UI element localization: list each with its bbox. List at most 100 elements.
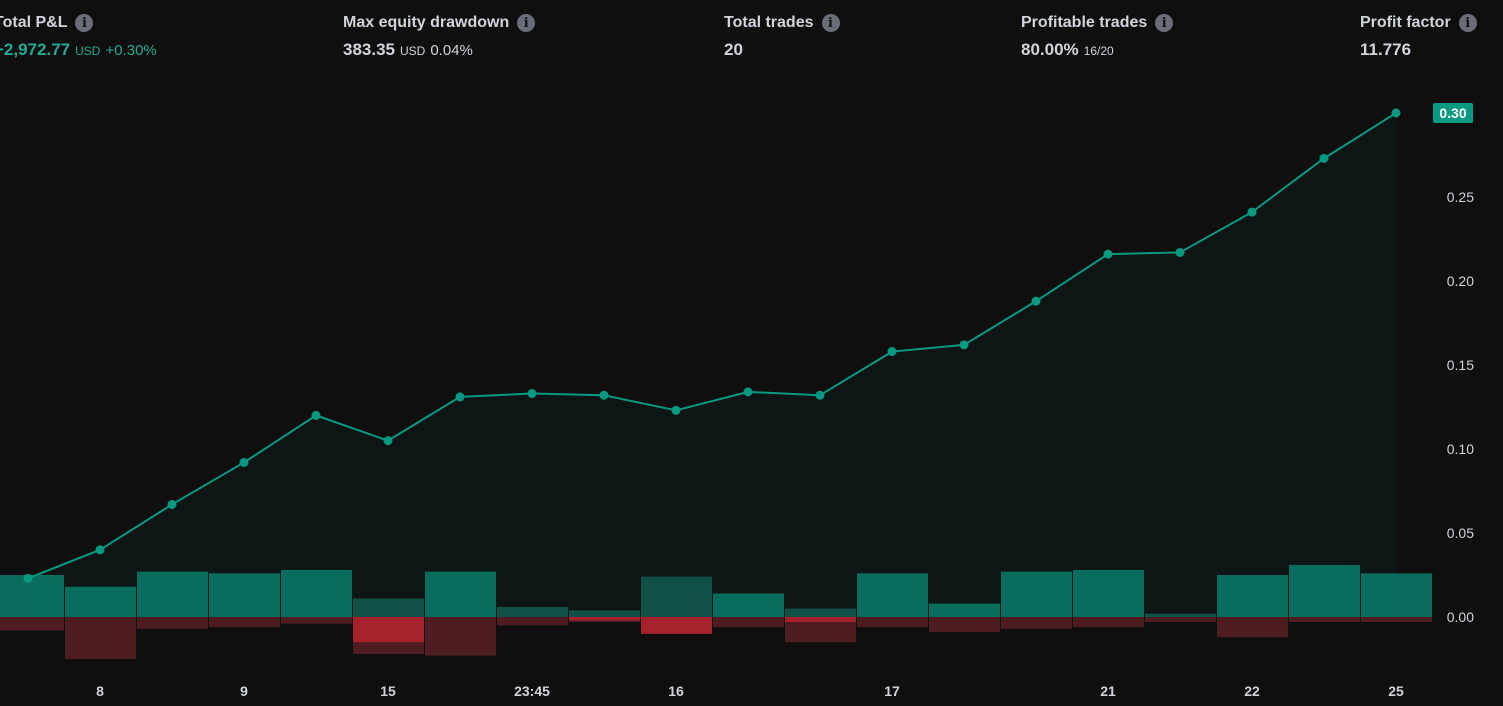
- equity-point: [527, 389, 537, 399]
- stat-profitable-trades-value: 80.00%: [1021, 40, 1079, 59]
- stat-profitable-trades-label: Profitable trades: [1021, 14, 1148, 31]
- trade-bar-profit: [1217, 575, 1288, 617]
- trade-bar-loss: [137, 617, 208, 629]
- equity-points: [23, 108, 1401, 583]
- trade-bar-profit: [569, 610, 640, 617]
- stat-total-pl-unit: USD: [75, 44, 101, 58]
- stat-profitable-trades-ratio: 16/20: [1083, 44, 1114, 58]
- trade-bar-profit: [1001, 571, 1072, 617]
- stat-profit-factor-value: 11.776: [1360, 40, 1412, 59]
- trade-bar-profit: [713, 593, 784, 617]
- y-tick-label: 0.10: [1447, 441, 1474, 457]
- trade-bar-profit: [785, 608, 856, 617]
- trade-bar-profit: [65, 586, 136, 617]
- y-tick-label: 0.00: [1447, 609, 1474, 625]
- x-tick-label: 9: [240, 683, 248, 699]
- stat-max-drawdown-unit: USD: [400, 44, 426, 58]
- trade-bar-profit: [137, 571, 208, 617]
- x-tick-label: 25: [1388, 683, 1404, 699]
- equity-point: [167, 499, 177, 509]
- trade-bar-loss-highlight: [569, 617, 640, 621]
- stat-total-trades-label: Total trades: [724, 14, 814, 31]
- info-icon[interactable]: i: [1458, 14, 1477, 32]
- stat-max-drawdown-label: Max equity drawdown: [343, 14, 510, 31]
- equity-point: [1247, 207, 1257, 217]
- equity-point: [671, 405, 681, 415]
- y-tick-label: 0.25: [1447, 189, 1474, 205]
- trade-bar-loss: [857, 617, 928, 628]
- equity-point: [1319, 153, 1329, 163]
- stat-profit-factor: Profit factor i 11.776: [1360, 14, 1477, 60]
- trade-bar-profit: [857, 573, 928, 617]
- trade-bar-profit: [209, 573, 280, 617]
- x-tick-label: 16: [668, 683, 684, 699]
- equity-line: [27, 112, 1397, 580]
- info-icon[interactable]: i: [75, 14, 94, 32]
- x-tick-label: 23:45: [514, 683, 550, 699]
- info-icon[interactable]: i: [1155, 14, 1174, 32]
- last-value-label: 0.30: [1439, 105, 1466, 121]
- equity-point: [887, 347, 897, 357]
- trade-bar-profit: [1145, 613, 1216, 617]
- stat-max-drawdown-value: 383.35: [343, 40, 395, 59]
- trade-bar-loss: [1073, 617, 1144, 628]
- equity-area: [28, 113, 1396, 617]
- trade-bar-loss: [281, 617, 352, 624]
- equity-point: [599, 390, 609, 400]
- info-icon[interactable]: i: [821, 14, 840, 32]
- stat-total-pl-value: +2,972.77: [0, 40, 71, 59]
- equity-point: [455, 392, 465, 402]
- trade-bar-loss: [209, 617, 280, 628]
- equity-point: [815, 390, 825, 400]
- stat-max-drawdown: Max equity drawdown i 383.35 USD 0.04%: [343, 14, 536, 60]
- trade-bar-profit: [1073, 569, 1144, 617]
- trade-bar-loss: [713, 617, 784, 628]
- last-value-tag-bg: [1433, 103, 1473, 123]
- trade-bar-loss-highlight: [785, 617, 856, 623]
- trade-bar-loss: [1145, 617, 1216, 623]
- trade-bar-loss: [929, 617, 1000, 633]
- trade-bar-profit: [281, 569, 352, 617]
- x-tick-label: 8: [96, 683, 104, 699]
- trade-bar-loss: [1217, 617, 1288, 638]
- equity-point: [1103, 249, 1113, 259]
- y-tick-label: 0.05: [1447, 525, 1474, 541]
- trade-bar-loss: [425, 617, 496, 656]
- trade-bar-loss-highlight: [641, 617, 712, 634]
- trade-bar-loss: [1361, 617, 1432, 623]
- info-icon[interactable]: i: [517, 14, 536, 32]
- x-tick-label: 15: [380, 683, 396, 699]
- x-tick-label: 17: [884, 683, 900, 699]
- equity-point: [1391, 108, 1401, 118]
- equity-point: [383, 436, 393, 446]
- equity-point: [239, 457, 249, 467]
- trade-bar-profit: [641, 576, 712, 617]
- y-axis: 0.00 0.05 0.10 0.15 0.20 0.25: [1447, 189, 1474, 625]
- trade-bar-profit: [497, 606, 568, 617]
- stat-max-drawdown-pct: 0.04%: [430, 42, 473, 59]
- trade-bar-profit: [929, 603, 1000, 617]
- stat-profitable-trades: Profitable trades i 80.00% 16/20: [1021, 14, 1174, 60]
- equity-point: [23, 573, 33, 583]
- equity-point: [1031, 296, 1041, 306]
- trade-bar-loss: [1289, 617, 1360, 623]
- stat-total-trades-value: 20: [724, 40, 743, 59]
- y-tick-label: 0.15: [1447, 357, 1474, 373]
- stat-total-trades: Total trades i 20: [724, 14, 840, 60]
- stat-total-pl-pct: +0.30%: [105, 42, 157, 59]
- equity-point: [959, 340, 969, 350]
- trade-bar-profit: [1361, 573, 1432, 617]
- equity-point: [743, 387, 753, 397]
- trade-bar-loss: [497, 617, 568, 626]
- equity-point: [311, 410, 321, 420]
- equity-point: [95, 545, 105, 555]
- stats-header: Total P&L i +2,972.77 USD +0.30% Max equi…: [0, 0, 1503, 80]
- equity-chart[interactable]: 0.00 0.05 0.10 0.15 0.20 0.25 8 9 15 23:45 16 17 21…: [0, 80, 1503, 706]
- equity-point: [1175, 247, 1185, 257]
- stat-profit-factor-label: Profit factor: [1360, 14, 1451, 31]
- x-axis: 8 9 15 23:45 16 17 21 22 25: [96, 683, 1404, 699]
- last-value-tag: 0.30: [1433, 103, 1473, 123]
- x-tick-label: 21: [1100, 683, 1116, 699]
- trade-bar-loss: [1001, 617, 1072, 629]
- trade-bar-profit: [425, 571, 496, 617]
